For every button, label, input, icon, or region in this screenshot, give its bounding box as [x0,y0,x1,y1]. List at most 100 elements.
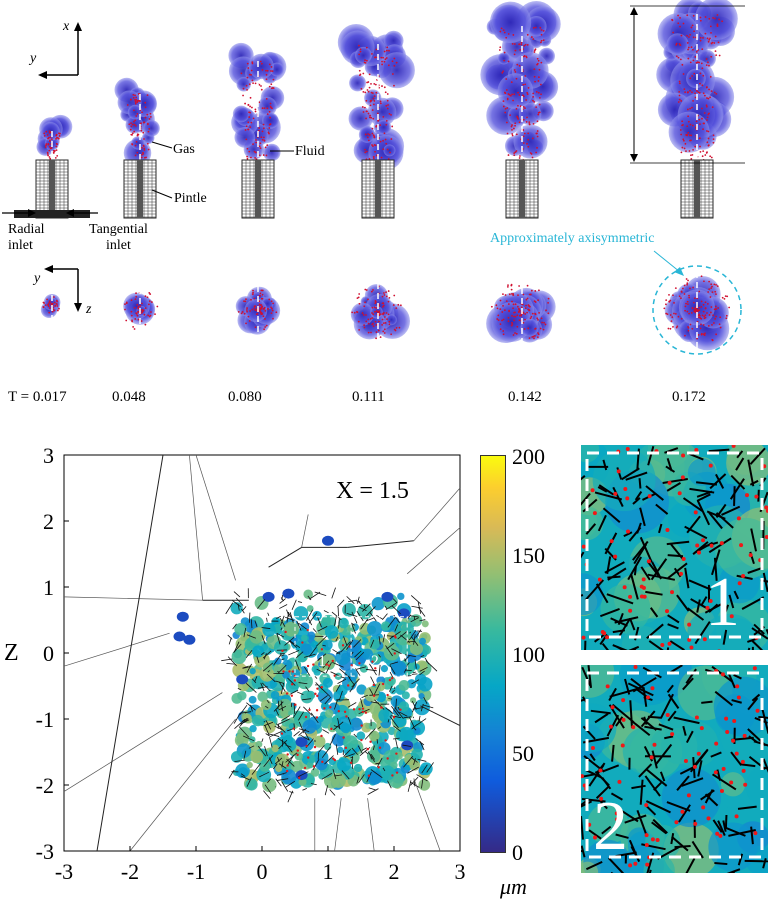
droplet [384,58,387,61]
voronoi-edge [376,757,383,768]
plume-blob [383,144,396,157]
droplet [665,312,668,315]
droplet [539,83,542,86]
droplet [387,300,390,303]
droplet [522,83,525,86]
droplet [306,605,314,612]
centroid-dot [381,682,385,686]
voronoi-edge [243,627,247,638]
centroid-dot [346,684,350,687]
droplet [707,113,710,116]
inset-voronoi-edge [629,700,634,729]
droplet [719,316,722,319]
centroid-dot [399,708,402,711]
droplet [245,298,247,301]
droplet [532,38,535,40]
droplet [700,275,703,278]
voronoi-edge [421,778,424,789]
droplet [374,150,376,153]
droplet [261,138,264,141]
inset-voronoi-edge [762,758,768,773]
inset-centroid [667,641,672,646]
droplet [262,136,265,139]
droplet [684,334,686,337]
inset-voronoi-edge [597,486,608,493]
droplet [698,306,701,309]
droplet [358,53,361,56]
droplet [390,333,393,336]
inset-voronoi-edge [696,599,701,613]
droplet [362,111,365,113]
droplet [336,757,352,772]
voronoi-edge [382,613,388,621]
inset-centroid [737,581,742,586]
droplet [358,74,361,77]
centroid-dot [330,727,333,731]
inset-voronoi-edge [640,717,657,731]
inset-voronoi-edge [685,857,696,873]
voronoi-edge [344,753,355,758]
centroid-dot [296,749,300,752]
droplet [136,101,139,104]
droplet [687,326,689,328]
inset-voronoi-edge [651,561,662,580]
droplet [540,93,542,96]
droplet [401,691,410,700]
centroid-dot [391,677,394,680]
droplet [389,687,397,695]
voronoi-edge [337,599,345,608]
voronoi-edge [277,670,280,673]
inset-voronoi-edge [700,596,708,606]
droplet [300,643,312,655]
droplet [516,305,519,308]
inset-voronoi-edge [733,590,740,600]
droplet [510,283,513,286]
droplet [714,50,717,53]
droplet [704,316,707,319]
droplet [263,107,266,109]
inset-voronoi-edge [722,604,730,618]
droplet [129,128,132,131]
droplet [526,93,529,96]
droplet [147,148,150,151]
droplet [249,667,256,675]
droplet [689,123,692,126]
droplet [381,318,384,321]
inset-voronoi-edge [594,712,609,724]
centroid-dot [303,766,307,770]
voronoi-edge [237,688,242,691]
droplet [692,14,695,17]
droplet [248,320,251,322]
inset-voronoi-edge [694,621,711,645]
droplet [252,82,254,84]
inset-centroid [628,863,633,868]
droplet [685,278,688,280]
droplet [507,320,510,323]
inset-voronoi-edge [581,666,592,687]
inset-voronoi-edge [601,777,612,790]
centroid-dot [361,710,364,714]
droplet [718,18,721,21]
droplet [365,46,368,49]
pintle-2 [123,159,157,219]
inset-centroid [599,796,604,801]
voronoi-edge [365,606,376,617]
droplet [506,285,509,288]
droplet [130,98,132,101]
droplet [689,89,691,92]
droplet [371,312,373,314]
outlier-droplet [183,634,196,645]
droplet [691,307,694,310]
droplet [340,723,351,734]
droplet [268,298,271,301]
droplet [536,135,539,138]
droplet [307,631,316,640]
droplet [252,117,255,120]
voronoi-edge [367,788,379,795]
voronoi-edge [385,602,398,610]
droplet [520,306,523,309]
voronoi-edge [276,772,287,776]
voronoi-edge [256,656,260,664]
voronoi-edge [389,716,399,729]
droplet [393,64,396,67]
